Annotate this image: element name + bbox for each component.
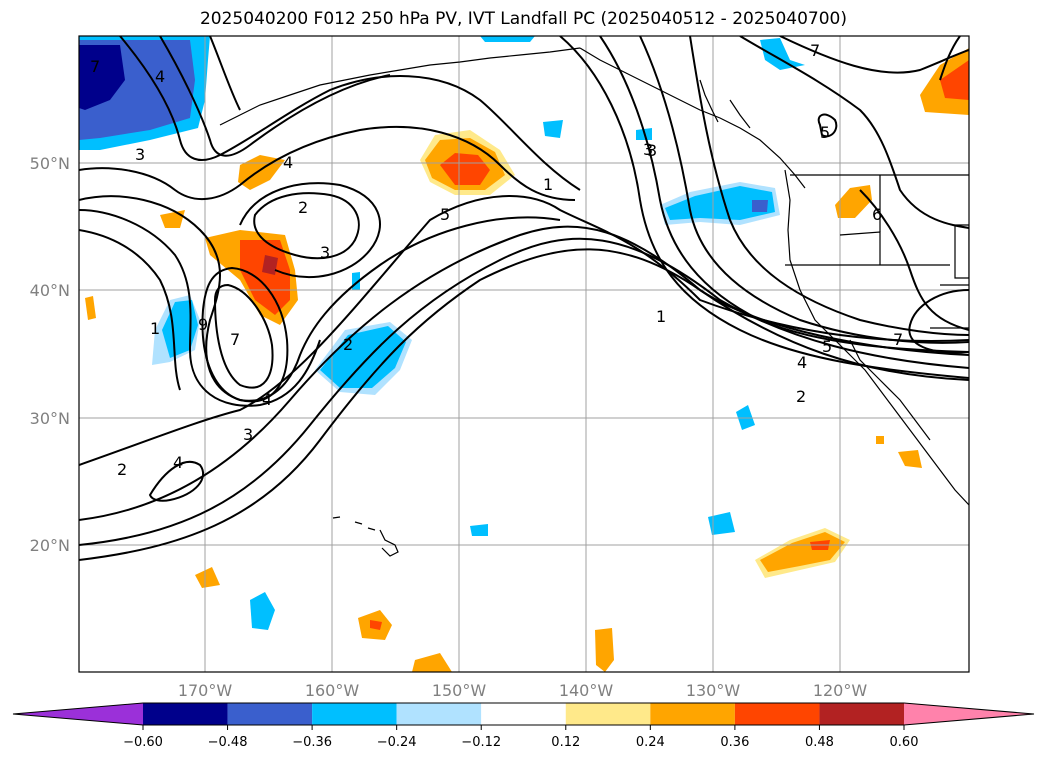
map-frame <box>78 35 970 673</box>
colorbar-extend-low <box>13 703 143 725</box>
contour-label: 4 <box>283 153 293 172</box>
lon-label: 150°W <box>432 681 487 700</box>
contour-label: 3 <box>647 141 657 160</box>
contour-label: 1 <box>150 319 160 338</box>
contour-label: 4 <box>173 453 183 472</box>
contour-label: 7 <box>90 57 100 76</box>
contour-labels: 7 4 3 4 2 3 5 1 1 9 7 2 4 3 2 4 3 1 4 5 … <box>90 41 903 479</box>
colorbar-tick-label: 0.60 <box>890 735 919 750</box>
contour-label: 3 <box>643 140 653 159</box>
colorbar-tick-label: 0.24 <box>636 735 665 750</box>
colorbar-extend-high <box>904 703 1034 725</box>
contour-label: 2 <box>796 387 806 406</box>
contour-label: 2 <box>117 460 127 479</box>
colorbar-tick-label: 0.36 <box>720 735 749 750</box>
positive-anomaly-region <box>940 60 969 100</box>
colorbar-segment <box>650 703 735 725</box>
positive-anomaly-region <box>195 567 220 588</box>
lat-label: 20°N <box>30 536 70 555</box>
latitude-labels: 50°N 40°N 30°N 20°N <box>30 154 70 555</box>
lat-label: 40°N <box>30 281 70 300</box>
contour-label: 7 <box>230 330 240 349</box>
negative-anomaly-region <box>250 592 275 630</box>
colorbar-segment <box>734 703 820 725</box>
contour-label: 1 <box>543 175 553 194</box>
negative-anomaly-region <box>470 524 488 536</box>
lon-label: 160°W <box>305 681 360 700</box>
colorbar-tick-label: 0.48 <box>805 735 834 750</box>
colorbar-segment <box>819 703 904 725</box>
positive-anomaly-region <box>898 450 922 468</box>
contour-label: 6 <box>872 205 882 224</box>
colorbar-tick-label: −0.60 <box>123 735 163 750</box>
map-title: 2025040200 F012 250 hPa PV, IVT Landfall… <box>199 9 847 29</box>
negative-anomaly-region <box>665 186 775 220</box>
contour-label: 7 <box>893 330 903 349</box>
negative-anomaly-region <box>760 38 805 70</box>
negative-anomaly-region <box>543 120 563 138</box>
lon-label: 130°W <box>686 681 741 700</box>
colorbar-tick-label: −0.24 <box>377 735 417 750</box>
coastlines <box>219 47 969 557</box>
lon-label: 140°W <box>559 681 614 700</box>
positive-anomaly-region <box>262 255 278 275</box>
colorbar-segment <box>396 703 482 725</box>
contour-label: 7 <box>810 41 820 60</box>
negative-anomaly-region <box>752 200 768 212</box>
colorbar: −0.60 −0.48 −0.36 −0.24 −0.12 0.12 0.24 0.36 0.4… <box>12 702 1035 750</box>
contour-label: 1 <box>656 307 666 326</box>
positive-anomaly-region <box>85 296 96 320</box>
pv-contours <box>79 36 969 561</box>
colorbar-tick-label: −0.36 <box>292 735 332 750</box>
shading-layer <box>79 36 969 672</box>
colorbar-segment <box>565 703 651 725</box>
positive-anomaly-region <box>876 436 884 444</box>
colorbar-tick-label: −0.48 <box>208 735 248 750</box>
contour-label: 5 <box>822 337 832 356</box>
contour-label: 3 <box>135 145 145 164</box>
contour-label: 4 <box>797 353 807 372</box>
lon-label: 170°W <box>178 681 233 700</box>
colorbar-segment <box>481 703 566 725</box>
map-panel: 7 4 3 4 2 3 5 1 1 9 7 2 4 3 2 4 3 1 4 5 … <box>79 36 969 672</box>
lat-label: 50°N <box>30 154 70 173</box>
lat-label: 30°N <box>30 409 70 428</box>
colorbar-segment <box>312 703 397 725</box>
contour-label: 3 <box>243 425 253 444</box>
positive-anomaly-region <box>440 153 490 185</box>
positive-anomaly-region <box>238 155 285 190</box>
lon-label: 120°W <box>813 681 868 700</box>
colorbar-tick-label: 0.12 <box>551 735 580 750</box>
contour-label: 4 <box>155 67 165 86</box>
colorbar-segment <box>143 703 228 725</box>
negative-anomaly-region <box>480 36 535 42</box>
positive-anomaly-region <box>370 620 382 630</box>
longitude-labels: 170°W 160°W 150°W 140°W 130°W 120°W <box>178 681 868 700</box>
positive-anomaly-region <box>412 653 452 672</box>
colorbar-tick-label: −0.12 <box>461 735 501 750</box>
negative-anomaly-region <box>79 45 125 110</box>
contour-label: 5 <box>820 123 830 142</box>
positive-anomaly-region <box>595 628 614 672</box>
contour-label: 2 <box>298 198 308 217</box>
colorbar-segment <box>227 703 313 725</box>
contour-label: 2 <box>343 335 353 354</box>
contour-label: 5 <box>440 205 450 224</box>
negative-anomaly-region <box>708 512 735 535</box>
contour-label: 3 <box>320 243 330 262</box>
contour-label: 9 <box>198 315 208 334</box>
contour-label: 4 <box>262 390 272 409</box>
